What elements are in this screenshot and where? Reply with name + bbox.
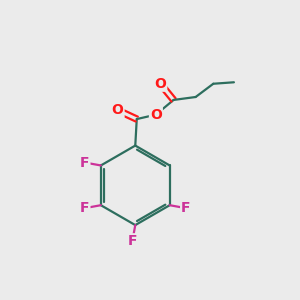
Text: O: O [150, 108, 162, 122]
Text: F: F [80, 155, 89, 170]
Text: F: F [128, 234, 137, 248]
Text: F: F [181, 201, 190, 215]
Text: F: F [80, 201, 89, 215]
Text: O: O [112, 103, 124, 117]
Text: O: O [154, 77, 166, 91]
